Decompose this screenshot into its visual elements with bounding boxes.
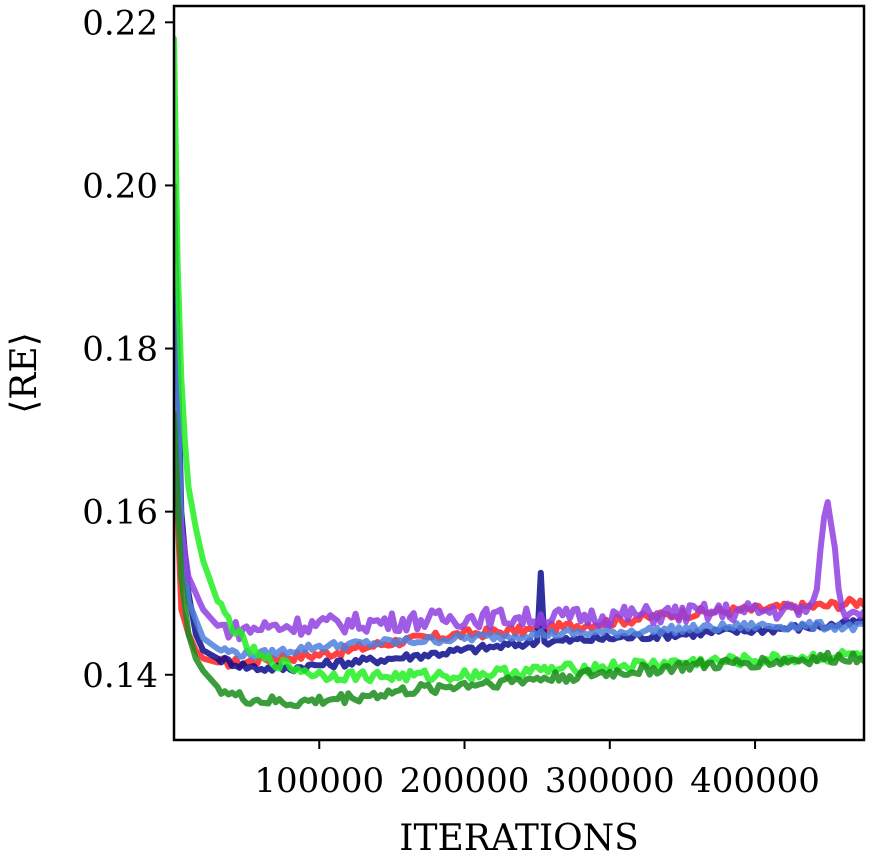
- y-tick-label: 0.22: [82, 3, 158, 43]
- y-tick-label: 0.16: [82, 493, 158, 533]
- y-ticks: 0.14 0.16 0.18 0.20 0.22: [82, 3, 174, 696]
- series-line-3: [174, 467, 864, 643]
- y-tick-label: 0.18: [82, 330, 158, 370]
- plot-frame: [172, 4, 866, 742]
- series-layer: [174, 35, 864, 710]
- axes-layer: [172, 4, 866, 742]
- x-tick-label: 200000: [400, 761, 530, 801]
- x-tick-label: 400000: [690, 761, 820, 801]
- y-tick-label: 0.14: [82, 656, 158, 696]
- y-tick-label: 0.20: [82, 166, 158, 206]
- x-ticks: 100000 200000 300000 400000: [254, 740, 820, 801]
- series-line-2: [174, 264, 864, 661]
- series-line-1: [174, 182, 864, 675]
- y-axis-label: ⟨RE⟩: [4, 332, 45, 413]
- x-tick-label: 300000: [545, 761, 675, 801]
- series-line-4: [174, 35, 864, 685]
- x-tick-label: 100000: [254, 761, 384, 801]
- x-axis-label: ITERATIONS: [399, 818, 639, 859]
- series-line-5: [174, 410, 864, 710]
